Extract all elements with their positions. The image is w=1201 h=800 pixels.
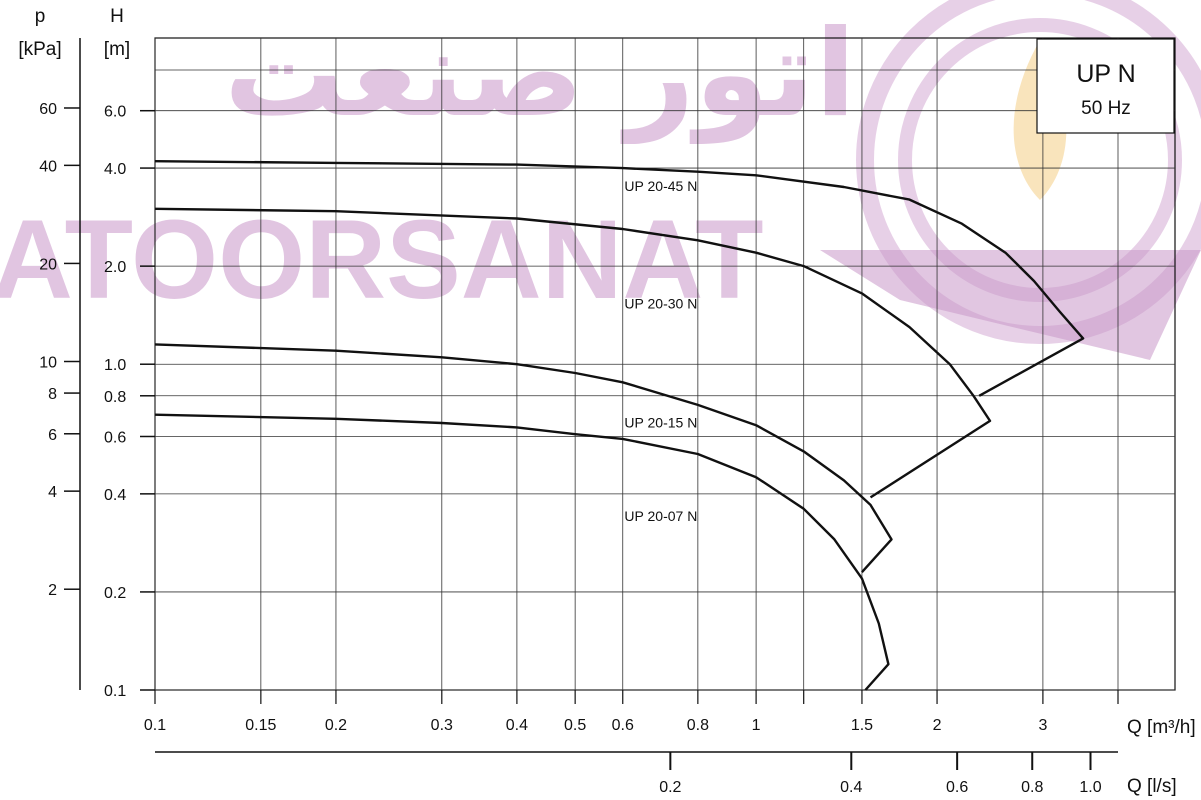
curve-label-up-20-15-n: UP 20-15 N xyxy=(624,414,697,430)
h-tick-label-0-6: 0.6 xyxy=(104,429,126,446)
q-m3h-axis-ticks: 0.1 0.15 0.2 0.3 0.4 0.5 0.6 0.8 1 1.5 2 3 xyxy=(144,690,1119,734)
h-tick-label-0-4: 0.4 xyxy=(104,487,126,504)
q-m3h-tick-label-1-5: 1.5 xyxy=(851,717,873,734)
p-axis-ticks: 2 4 6 8 10 20 40 60 xyxy=(39,101,80,599)
q-m3h-tick-label-0-5: 0.5 xyxy=(564,717,586,734)
p-axis-label-symbol: p xyxy=(35,6,46,27)
h-tick-label-0-1: 0.1 xyxy=(104,683,126,700)
q-m3h-tick-label-1: 1 xyxy=(752,717,761,734)
p-tick-label-20: 20 xyxy=(39,256,57,273)
h-axis-label-unit: [m] xyxy=(104,39,130,60)
p-tick-label-60: 60 xyxy=(39,101,57,118)
q-m3h-tick-label-0-4: 0.4 xyxy=(506,717,528,734)
q-ls-tick-label-0-2: 0.2 xyxy=(659,779,681,796)
curve-up-20-07-n xyxy=(154,413,890,691)
q-m3h-tick-label-2: 2 xyxy=(933,717,942,734)
curve-up-20-45-n xyxy=(154,160,1085,397)
h-tick-label-6-0: 6.0 xyxy=(104,104,126,121)
watermark-banner xyxy=(820,250,1201,360)
h-tick-label-4-0: 4.0 xyxy=(104,161,126,178)
q-ls-axis-ticks: 0.2 0.4 0.6 0.8 1.0 xyxy=(659,752,1102,796)
pump-curves: UP 20-45 N UP 20-30 N UP 20-15 N UP 20-07 N xyxy=(154,160,1085,691)
h-axis-label-symbol: H xyxy=(110,6,124,27)
curve-up-20-30-n xyxy=(154,207,992,499)
q-m3h-tick-label-0-6: 0.6 xyxy=(612,717,634,734)
p-tick-label-40: 40 xyxy=(39,158,57,175)
q-ls-tick-label-0-4: 0.4 xyxy=(840,779,862,796)
q-m3h-tick-label-0-3: 0.3 xyxy=(431,717,453,734)
curve-label-up-20-30-n: UP 20-30 N xyxy=(624,296,697,312)
curve-up-20-15-n xyxy=(154,343,893,574)
q-m3h-tick-label-3: 3 xyxy=(1038,717,1047,734)
h-axis-ticks: 0.1 0.2 0.4 0.6 0.8 1.0 2.0 4.0 6.0 xyxy=(104,104,155,700)
h-tick-label-2-0: 2.0 xyxy=(104,259,126,276)
q-m3h-axis-label: Q [m³/h] xyxy=(1127,717,1196,738)
q-m3h-tick-label-0-15: 0.15 xyxy=(245,717,276,734)
h-tick-label-0-8: 0.8 xyxy=(104,389,126,406)
q-ls-tick-label-0-6: 0.6 xyxy=(946,779,968,796)
q-ls-tick-label-1-0: 1.0 xyxy=(1079,779,1101,796)
curve-label-up-20-45-n: UP 20-45 N xyxy=(624,178,697,194)
legend-box: UP N 50 Hz xyxy=(1036,38,1175,134)
p-tick-label-8: 8 xyxy=(48,386,57,403)
p-tick-label-4: 4 xyxy=(48,484,57,501)
q-m3h-tick-label-0-8: 0.8 xyxy=(687,717,709,734)
q-m3h-tick-label-0-1: 0.1 xyxy=(144,717,166,734)
q-ls-axis-label: Q [l/s] xyxy=(1127,776,1177,797)
watermark-arabic-text: اتور صنعت xyxy=(224,5,856,144)
h-tick-label-0-2: 0.2 xyxy=(104,585,126,602)
p-tick-label-2: 2 xyxy=(48,582,57,599)
legend-frame xyxy=(1036,38,1175,134)
q-ls-tick-label-0-8: 0.8 xyxy=(1021,779,1043,796)
p-tick-label-6: 6 xyxy=(48,427,57,444)
watermark-latin-text: ATOORSANAT xyxy=(0,197,764,322)
legend-title: UP N xyxy=(1076,60,1135,88)
p-tick-label-10: 10 xyxy=(39,354,57,371)
q-m3h-tick-label-0-2: 0.2 xyxy=(325,717,347,734)
h-tick-label-1-0: 1.0 xyxy=(104,357,126,374)
curve-label-up-20-07-n: UP 20-07 N xyxy=(624,508,697,524)
watermark-ring-outer xyxy=(856,0,1201,344)
legend-subtitle: 50 Hz xyxy=(1081,98,1131,119)
p-axis-label-unit: [kPa] xyxy=(18,39,61,60)
watermark-logo: اتور صنعت ATOORSANAT xyxy=(0,0,1201,360)
